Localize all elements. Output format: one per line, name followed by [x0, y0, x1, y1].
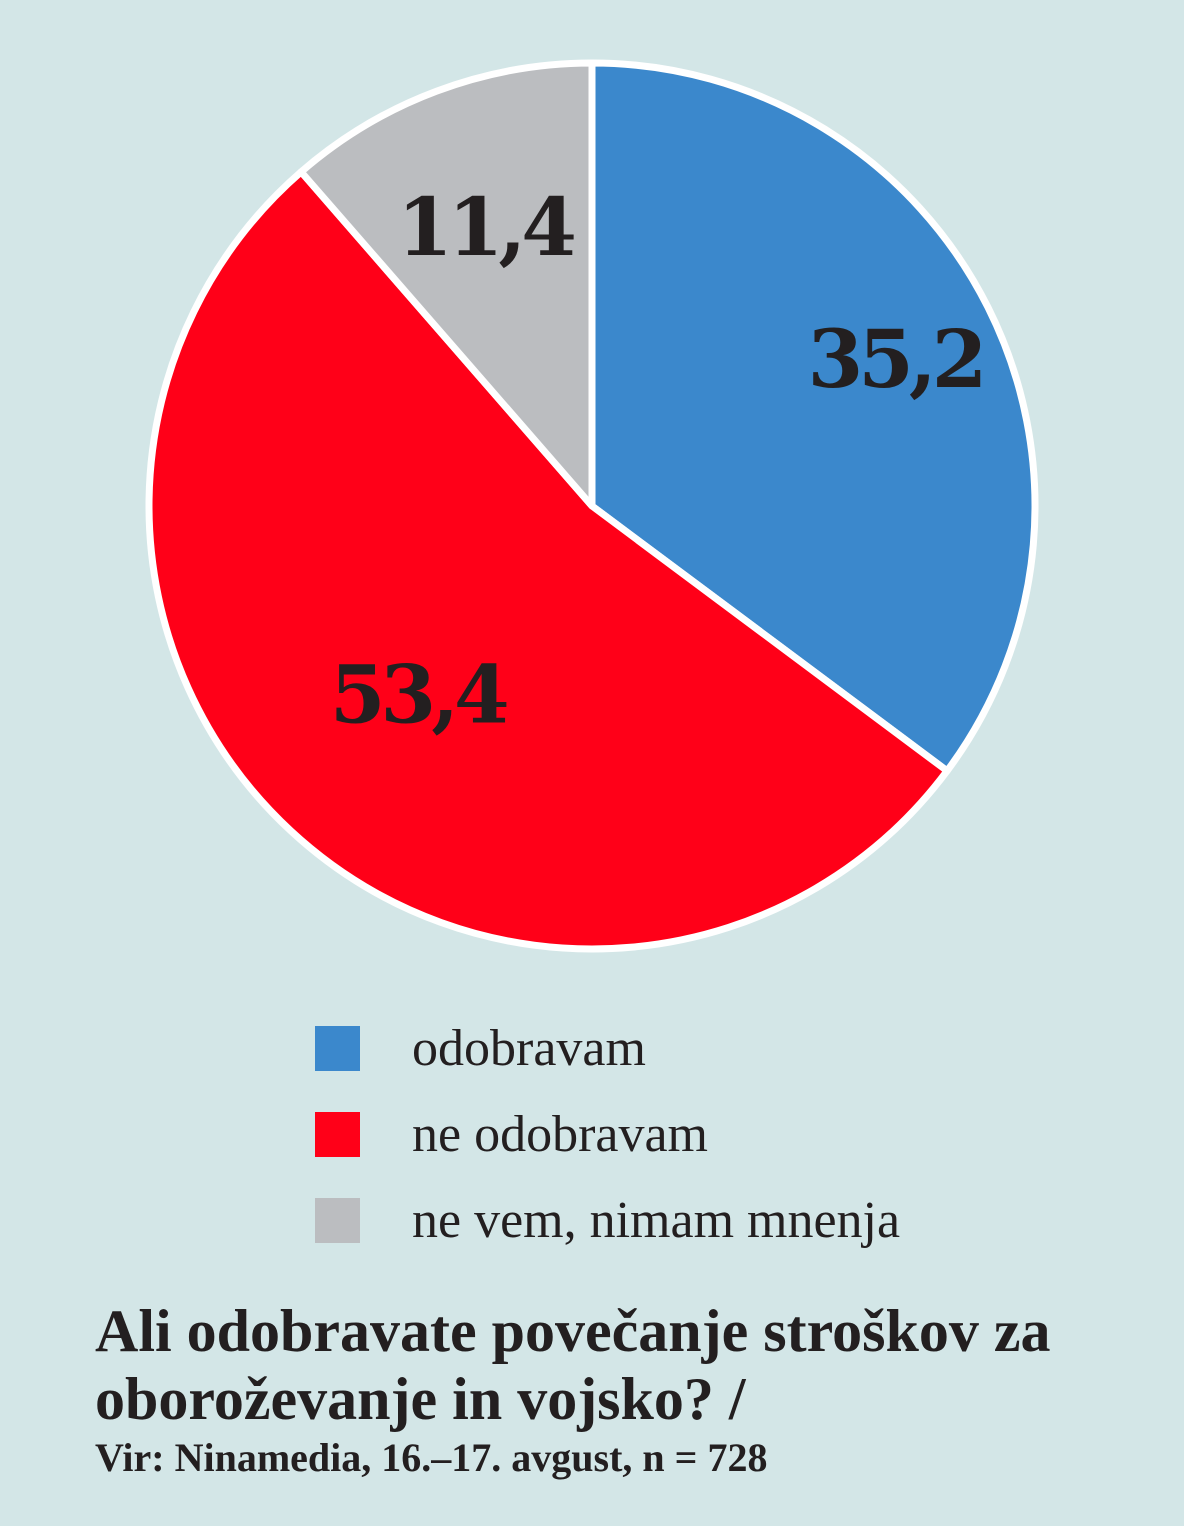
pie-chart: 35,2 53,4 11,4	[145, 59, 1039, 953]
legend: odobravam ne odobravam ne vem, nimam mne…	[315, 1005, 1115, 1263]
legend-swatch	[315, 1197, 360, 1243]
legend-item-odobravam: odobravam	[315, 1005, 1115, 1091]
legend-label: odobravam	[412, 1019, 646, 1077]
pie-slices	[145, 59, 1039, 953]
caption: Ali odobravate povečanje stroškov za obo…	[95, 1297, 1155, 1483]
slice-value-label-ne-vem: 11,4	[397, 180, 574, 274]
pie-slice-ne-vem	[297, 59, 596, 510]
pie-slice-ne-odobravam	[145, 168, 951, 953]
legend-label: ne odobravam	[412, 1105, 709, 1163]
chart-source: Vir: Ninamedia, 16.–17. avgust, n = 728	[95, 1435, 768, 1480]
legend-item-ne-odobravam: ne odobravam	[315, 1091, 1115, 1177]
legend-swatch	[315, 1111, 360, 1157]
slice-value-label-ne-odobravam: 53,4	[330, 647, 507, 741]
slice-value-label-odobravam: 35,2	[808, 312, 983, 406]
legend-label: ne vem, nimam mnenja	[412, 1191, 901, 1249]
pie-slice-odobravam	[588, 59, 1039, 775]
pie-slice-labels: 35,2 53,4 11,4	[330, 180, 988, 741]
legend-swatch	[315, 1025, 360, 1071]
legend-item-ne-vem: ne vem, nimam mnenja	[315, 1177, 1115, 1263]
chart-title: Ali odobravate povečanje stroškov za obo…	[95, 1298, 1051, 1432]
